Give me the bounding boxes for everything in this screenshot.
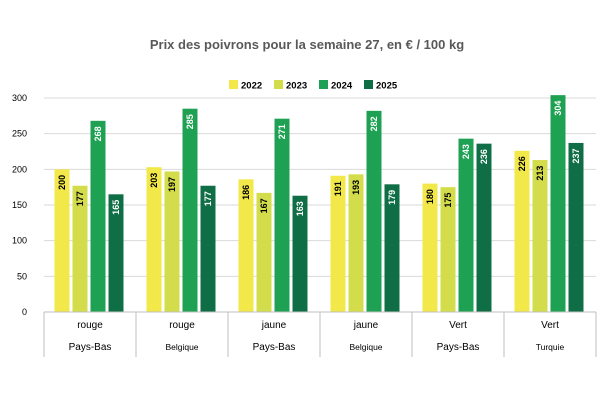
bar-value-label: 177 [203,191,213,206]
x-tick-label: Vert [449,320,467,331]
x-tick-country-label: Turquie [536,342,565,352]
y-tick-label: 300 [12,93,27,103]
x-tick-label: Vert [541,320,559,331]
bar [422,183,438,312]
bar [238,179,254,312]
bar [292,195,308,312]
bar-value-label: 186 [241,185,251,200]
bar-value-label: 163 [295,201,305,216]
x-tick-label: rouge [169,320,195,331]
x-tick-country-label: Pays-Bas [69,342,112,353]
bar [568,142,584,312]
bar-value-label: 191 [333,181,343,196]
bar-value-label: 213 [535,166,545,181]
bar [532,160,548,312]
legend-swatch [319,80,328,89]
bar [54,169,70,312]
legend-label: 2024 [331,81,353,92]
gridlines: 0 50 100 150 200 250 300 [12,93,596,317]
bar [366,110,382,312]
legend: 2022 2023 2024 2025 [229,80,398,92]
y-tick-label: 200 [12,164,27,174]
bar [182,108,198,312]
legend-label: 2022 [241,81,262,92]
bar-value-label: 282 [369,116,379,131]
bar [476,143,492,312]
bar-value-label: 226 [517,156,527,171]
bar-value-label: 175 [443,193,453,208]
bar-value-label: 167 [259,198,269,213]
x-tick-country-label: Belgique [165,342,198,352]
bar [514,150,530,312]
bar-value-label: 271 [277,124,287,139]
bar [256,192,272,312]
bar-value-label: 236 [479,149,489,164]
bar-value-label: 285 [185,114,195,129]
bar [384,184,400,312]
bar [274,118,290,312]
bar-value-label: 197 [167,177,177,192]
legend-label: 2023 [286,81,307,92]
bar-value-label: 268 [93,126,103,141]
bar-value-label: 203 [149,173,159,188]
x-tick-country-label: Pays-Bas [437,342,480,353]
bar [440,187,456,312]
y-tick-label: 100 [12,236,27,246]
bar-value-label: 237 [571,148,581,163]
legend-swatch [274,80,283,89]
bar-value-label: 179 [387,190,397,205]
bar-value-label: 200 [57,175,67,190]
bar-value-label: 304 [553,101,563,116]
bar [72,185,88,312]
bar [458,138,474,312]
bar-value-label: 165 [111,200,121,215]
x-tick-label: jaune [261,320,287,331]
y-tick-label: 0 [22,307,27,317]
x-tick-country-label: Belgique [349,342,382,352]
bar [90,120,106,313]
bar-value-label: 180 [425,189,435,204]
legend-label: 2025 [376,81,398,92]
y-tick-label: 50 [17,271,27,281]
chart-title: Prix des poivrons pour la semaine 27, en… [150,37,464,52]
x-tick-label: jaune [353,320,379,331]
bars: 200 177 268 165 203 197 285 177 186 167 271 163 191 1… [54,95,584,313]
bar-value-label: 193 [351,180,361,195]
bar [200,185,216,312]
bar [164,171,180,312]
bar [108,194,124,312]
y-tick-label: 150 [12,200,27,210]
bar [348,174,364,312]
y-tick-label: 250 [12,129,27,139]
x-tick-label: rouge [77,320,103,331]
legend-swatch [364,80,373,89]
bar-value-label: 177 [75,191,85,206]
bar [550,95,566,312]
axes: rouge Pays-Bas rouge Belgique jaune Pays-Bas j… [43,311,597,357]
bar [330,175,346,312]
x-tick-country-label: Pays-Bas [253,342,296,353]
bar [146,167,162,312]
legend-swatch [229,80,238,89]
bar-value-label: 243 [461,144,471,159]
